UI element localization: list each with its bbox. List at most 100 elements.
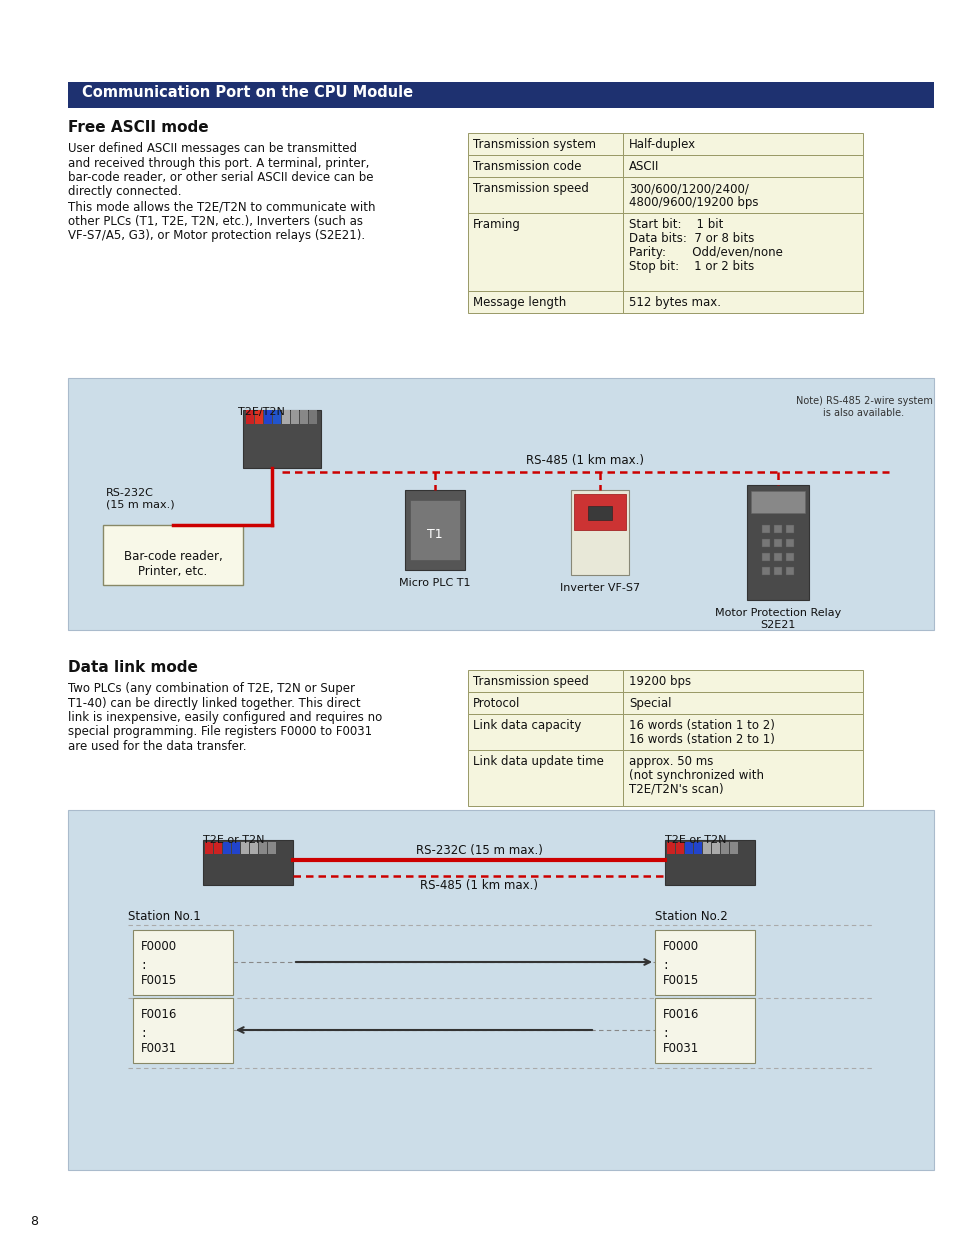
Bar: [468, 750, 622, 806]
Text: ASCII: ASCII: [628, 161, 659, 173]
Text: RS-232C (15 m max.): RS-232C (15 m max.): [416, 844, 542, 857]
Text: :: :: [662, 958, 667, 972]
Bar: [773, 553, 781, 561]
Bar: [68, 82, 933, 107]
Text: Bar-code reader,
Printer, etc.: Bar-code reader, Printer, etc.: [124, 550, 222, 578]
Bar: [773, 567, 781, 576]
Text: Link data capacity: Link data capacity: [473, 719, 580, 732]
Bar: [702, 842, 710, 853]
Text: F0000: F0000: [662, 940, 699, 953]
Text: link is inexpensive, easily configured and requires no: link is inexpensive, easily configured a…: [68, 711, 382, 724]
Text: F0000: F0000: [141, 940, 177, 953]
Text: Data link mode: Data link mode: [68, 659, 197, 676]
Text: :: :: [662, 1026, 667, 1040]
Text: RS-485 (1 km max.): RS-485 (1 km max.): [525, 454, 643, 467]
Text: Data bits:  7 or 8 bits: Data bits: 7 or 8 bits: [628, 232, 754, 245]
Text: 16 words (station 2 to 1): 16 words (station 2 to 1): [628, 734, 774, 746]
Text: F0031: F0031: [662, 1042, 699, 1055]
Text: Micro PLC T1: Micro PLC T1: [399, 578, 470, 588]
Text: T2E or T2N: T2E or T2N: [203, 835, 264, 845]
Text: approx. 50 ms: approx. 50 ms: [628, 755, 713, 768]
Text: Free ASCII mode: Free ASCII mode: [68, 120, 209, 135]
Bar: [264, 410, 272, 424]
Bar: [666, 842, 675, 853]
Bar: [468, 133, 622, 156]
Bar: [410, 500, 459, 559]
Bar: [750, 492, 804, 513]
Text: Half-duplex: Half-duplex: [628, 138, 696, 151]
Bar: [243, 410, 320, 468]
Bar: [468, 671, 622, 692]
Text: are used for the data transfer.: are used for the data transfer.: [68, 740, 246, 753]
Text: 16 words (station 1 to 2): 16 words (station 1 to 2): [628, 719, 774, 732]
Text: F0015: F0015: [141, 974, 177, 987]
Text: User defined ASCII messages can be transmitted: User defined ASCII messages can be trans…: [68, 142, 356, 156]
Text: Special: Special: [628, 697, 671, 710]
Text: T2E/T2N's scan): T2E/T2N's scan): [628, 783, 723, 797]
Bar: [282, 410, 290, 424]
Bar: [268, 842, 275, 853]
Bar: [68, 810, 933, 1170]
Text: other PLCs (T1, T2E, T2N, etc.), Inverters (such as: other PLCs (T1, T2E, T2N, etc.), Inverte…: [68, 215, 363, 227]
Bar: [785, 567, 793, 576]
Bar: [746, 485, 808, 600]
Bar: [622, 671, 862, 692]
Text: (not synchronized with: (not synchronized with: [628, 769, 763, 782]
Bar: [622, 750, 862, 806]
Bar: [676, 842, 683, 853]
Text: Start bit:    1 bit: Start bit: 1 bit: [628, 219, 722, 231]
Text: T2E/T2N: T2E/T2N: [237, 408, 285, 417]
Bar: [68, 378, 933, 630]
Text: Communication Port on the CPU Module: Communication Port on the CPU Module: [82, 85, 413, 100]
Bar: [622, 212, 862, 291]
Text: F0015: F0015: [662, 974, 699, 987]
Text: T1: T1: [427, 529, 442, 541]
Text: 300/600/1200/2400/: 300/600/1200/2400/: [628, 182, 748, 195]
Bar: [405, 490, 464, 571]
Bar: [622, 177, 862, 212]
Text: Message length: Message length: [473, 296, 566, 309]
Text: Note) RS-485 2-wire system
is also available.: Note) RS-485 2-wire system is also avail…: [795, 396, 931, 417]
Text: 512 bytes max.: 512 bytes max.: [628, 296, 720, 309]
Text: F0031: F0031: [141, 1042, 177, 1055]
Bar: [587, 506, 612, 520]
Bar: [468, 692, 622, 714]
Text: directly connected.: directly connected.: [68, 185, 181, 199]
Bar: [622, 291, 862, 312]
Bar: [720, 842, 728, 853]
Bar: [655, 930, 754, 995]
Bar: [622, 156, 862, 177]
Bar: [291, 410, 298, 424]
Bar: [309, 410, 316, 424]
Bar: [664, 840, 754, 885]
Text: T1-40) can be directly linked together. This direct: T1-40) can be directly linked together. …: [68, 697, 360, 709]
Bar: [132, 998, 233, 1063]
Bar: [622, 714, 862, 750]
Bar: [773, 525, 781, 534]
Bar: [684, 842, 692, 853]
Bar: [761, 553, 769, 561]
Text: VF-S7/A5, G3), or Motor protection relays (S2E21).: VF-S7/A5, G3), or Motor protection relay…: [68, 228, 365, 242]
Text: :: :: [141, 1026, 146, 1040]
Text: Stop bit:    1 or 2 bits: Stop bit: 1 or 2 bits: [628, 261, 754, 273]
Text: 8: 8: [30, 1215, 38, 1228]
Bar: [468, 156, 622, 177]
Bar: [622, 133, 862, 156]
Bar: [655, 998, 754, 1063]
Bar: [761, 567, 769, 576]
Bar: [574, 494, 625, 530]
Bar: [468, 291, 622, 312]
Text: Transmission code: Transmission code: [473, 161, 581, 173]
Text: Parity:       Odd/even/none: Parity: Odd/even/none: [628, 246, 782, 259]
Bar: [273, 410, 281, 424]
Bar: [773, 538, 781, 547]
Text: Station No.2: Station No.2: [655, 910, 727, 923]
Text: RS-485 (1 km max.): RS-485 (1 km max.): [419, 879, 537, 892]
Bar: [205, 842, 213, 853]
Bar: [729, 842, 738, 853]
Text: Two PLCs (any combination of T2E, T2N or Super: Two PLCs (any combination of T2E, T2N or…: [68, 682, 355, 695]
Bar: [258, 842, 267, 853]
Text: Transmission speed: Transmission speed: [473, 676, 588, 688]
Bar: [711, 842, 720, 853]
Bar: [203, 840, 293, 885]
